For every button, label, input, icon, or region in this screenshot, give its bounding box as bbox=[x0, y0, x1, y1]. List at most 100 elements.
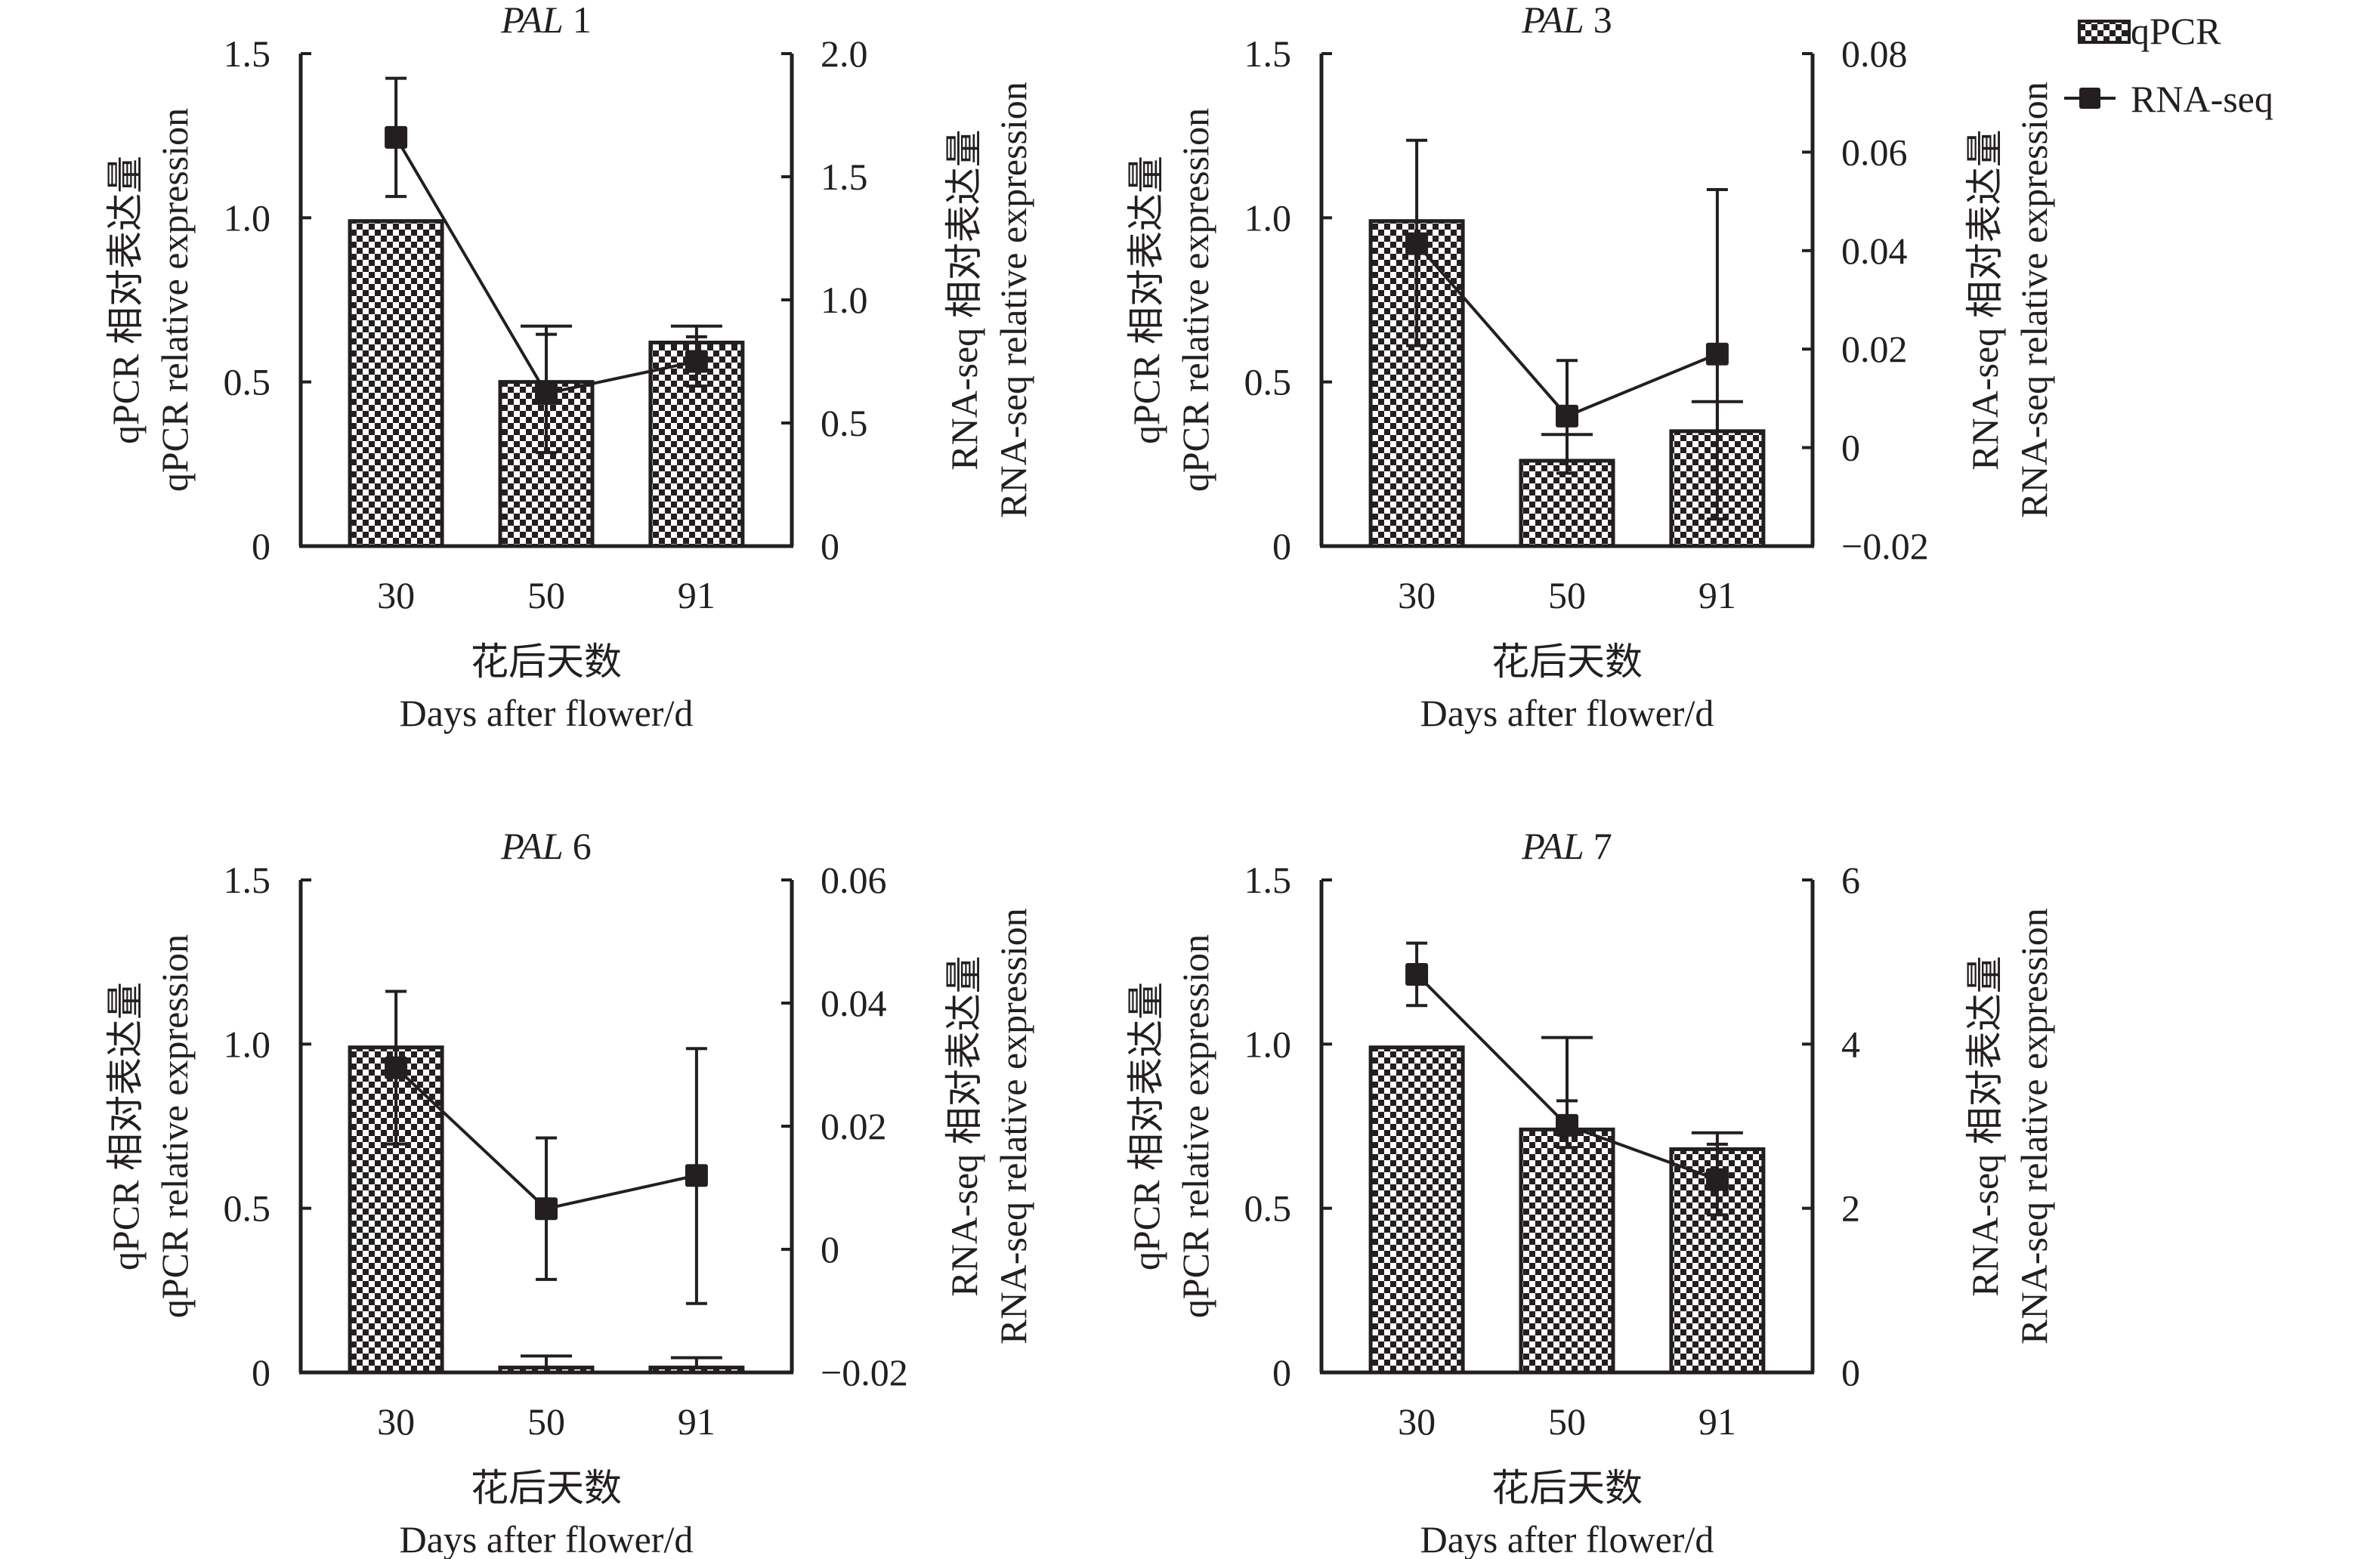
x-tick-label: 50 bbox=[527, 574, 565, 616]
panel-title: PAL 7 bbox=[1521, 825, 1612, 867]
rnaseq-point bbox=[535, 1197, 558, 1221]
right-tick-label: 0 bbox=[821, 525, 839, 567]
qpcr-bar bbox=[348, 219, 444, 548]
left-y-axis-title-cn: qPCR 相对表达量 bbox=[1125, 156, 1167, 444]
right-y-axis-title-cn: RNA-seq 相对表达量 bbox=[943, 129, 985, 470]
rnaseq-point bbox=[535, 381, 558, 405]
left-tick-label: 0 bbox=[252, 525, 270, 567]
right-tick-label: 6 bbox=[1841, 859, 1860, 901]
x-tick-label: 50 bbox=[527, 1400, 565, 1443]
x-axis-title-en: Days after flower/d bbox=[400, 1518, 694, 1559]
right-y-axis-title-cn: RNA-seq 相对表达量 bbox=[943, 955, 985, 1296]
left-tick-label: 1.5 bbox=[1244, 32, 1292, 75]
left-y-axis-title-cn: qPCR 相对表达量 bbox=[1125, 982, 1167, 1270]
left-tick-label: 0.5 bbox=[224, 1187, 271, 1230]
left-tick-label: 0.5 bbox=[1244, 361, 1292, 403]
right-tick-label: 0.5 bbox=[821, 402, 868, 444]
rnaseq-point bbox=[385, 1056, 408, 1079]
right-tick-label: −0.02 bbox=[821, 1351, 908, 1394]
left-tick-label: 0.5 bbox=[1244, 1187, 1292, 1230]
panel-title: PAL 3 bbox=[1521, 0, 1612, 41]
x-tick-label: 30 bbox=[377, 574, 415, 616]
panel-title-number: 6 bbox=[573, 825, 592, 867]
rnaseq-point bbox=[1405, 962, 1429, 986]
left-y-axis-title-en: qPCR relative expression bbox=[1174, 934, 1216, 1318]
left-y-axis-title-cn: qPCR 相对表达量 bbox=[104, 156, 147, 444]
qpcr-bar bbox=[1519, 458, 1615, 548]
rnaseq-point bbox=[1705, 1168, 1729, 1191]
right-tick-label: 0.08 bbox=[1841, 32, 1908, 75]
x-tick-label: 91 bbox=[678, 1400, 716, 1443]
right-y-axis-title-cn: RNA-seq 相对表达量 bbox=[1964, 129, 2006, 470]
right-tick-label: 0.02 bbox=[1841, 328, 1908, 370]
right-y-axis-title-en: RNA-seq relative expression bbox=[992, 82, 1034, 518]
rnaseq-point bbox=[685, 350, 708, 373]
left-tick-label: 1.0 bbox=[224, 196, 271, 239]
panel-title-number: 3 bbox=[1593, 0, 1612, 41]
right-tick-label: 0.02 bbox=[821, 1105, 887, 1147]
right-y-axis-title-cn: RNA-seq 相对表达量 bbox=[1964, 955, 2006, 1296]
legend-qpcr-swatch-icon bbox=[2078, 20, 2131, 44]
right-y-axis-title-en: RNA-seq relative expression bbox=[992, 908, 1034, 1344]
x-axis-title-en: Days after flower/d bbox=[1420, 692, 1714, 734]
legend: qPCR RNA-seq bbox=[2064, 10, 2273, 120]
left-tick-label: 1.5 bbox=[1244, 859, 1292, 901]
x-tick-label: 50 bbox=[1548, 574, 1586, 616]
left-tick-label: 1.5 bbox=[224, 32, 271, 75]
left-tick-label: 1.0 bbox=[1244, 196, 1292, 239]
qpcr-bar bbox=[1368, 1045, 1465, 1375]
panel-title: PAL 6 bbox=[500, 825, 591, 867]
left-tick-label: 0 bbox=[1272, 525, 1291, 567]
panel-title-gene: PAL bbox=[500, 825, 563, 867]
left-y-axis-title-en: qPCR relative expression bbox=[1174, 108, 1216, 492]
left-tick-label: 0 bbox=[252, 1351, 270, 1394]
right-tick-label: 2 bbox=[1841, 1187, 1860, 1230]
x-axis-title-en: Days after flower/d bbox=[400, 692, 694, 734]
rnaseq-point bbox=[1705, 342, 1729, 366]
legend-rnaseq-marker-icon bbox=[2079, 88, 2100, 109]
right-tick-label: −0.02 bbox=[1841, 525, 1929, 567]
right-tick-label: 0.06 bbox=[821, 859, 887, 901]
right-tick-label: 0.04 bbox=[821, 982, 887, 1024]
right-tick-label: 2.0 bbox=[821, 32, 868, 75]
legend-qpcr-label: qPCR bbox=[2131, 10, 2221, 52]
qpcr-bar bbox=[348, 1045, 444, 1375]
panel-title-gene: PAL bbox=[500, 0, 563, 41]
legend-rnaseq-label: RNA-seq bbox=[2131, 78, 2273, 120]
x-tick-label: 30 bbox=[1398, 1400, 1436, 1443]
qpcr-bar bbox=[1519, 1127, 1615, 1375]
x-axis-title-cn: 花后天数 bbox=[471, 641, 622, 683]
panel-title-number: 7 bbox=[1593, 825, 1612, 867]
left-y-axis-title-en: qPCR relative expression bbox=[153, 934, 196, 1318]
rnaseq-point bbox=[1405, 232, 1429, 255]
left-tick-label: 0 bbox=[1272, 1351, 1291, 1394]
right-tick-label: 1.5 bbox=[821, 156, 868, 198]
left-tick-label: 1.0 bbox=[1244, 1023, 1292, 1065]
right-tick-label: 4 bbox=[1841, 1023, 1860, 1065]
x-tick-label: 30 bbox=[1398, 574, 1436, 616]
panel-title-gene: PAL bbox=[1521, 825, 1584, 867]
left-tick-label: 1.5 bbox=[224, 859, 271, 901]
left-y-axis-title-cn: qPCR 相对表达量 bbox=[104, 982, 147, 1270]
right-tick-label: 1.0 bbox=[821, 279, 868, 321]
chart-panel-pal-7: PAL 7 0 0.5 1.0 1.5 0 2 4 6 30 50 91 花后天数 Days after f… bbox=[1125, 825, 2055, 1559]
chart-panel-pal-1: PAL 1 0 0.5 1.0 1.5 0 0.5 1.0 1.5 2.0 30 50 91 花后天数 Day… bbox=[104, 0, 1034, 734]
panel-title-number: 1 bbox=[573, 0, 592, 41]
x-axis-title-en: Days after flower/d bbox=[1420, 1518, 1714, 1559]
right-tick-label: 0 bbox=[1841, 1351, 1860, 1394]
right-tick-label: 0 bbox=[1841, 427, 1860, 469]
rnaseq-point bbox=[1556, 404, 1578, 428]
right-y-axis-title-en: RNA-seq relative expression bbox=[2013, 82, 2055, 518]
panel-title: PAL 1 bbox=[500, 0, 591, 41]
x-tick-label: 30 bbox=[377, 1400, 415, 1443]
left-y-axis-title-en: qPCR relative expression bbox=[153, 108, 196, 492]
left-tick-label: 0.5 bbox=[224, 361, 271, 403]
panel-title-gene: PAL bbox=[1521, 0, 1584, 41]
x-tick-label: 91 bbox=[1698, 574, 1736, 616]
x-tick-label: 91 bbox=[1698, 1400, 1736, 1443]
right-tick-label: 0 bbox=[821, 1228, 839, 1270]
chart-panel-pal-6: PAL 6 0 0.5 1.0 1.5 −0.02 0 0.02 0.04 0.06 30 50 91 花后… bbox=[104, 825, 1034, 1559]
x-axis-title-cn: 花后天数 bbox=[1491, 1467, 1643, 1509]
x-tick-label: 91 bbox=[678, 574, 716, 616]
